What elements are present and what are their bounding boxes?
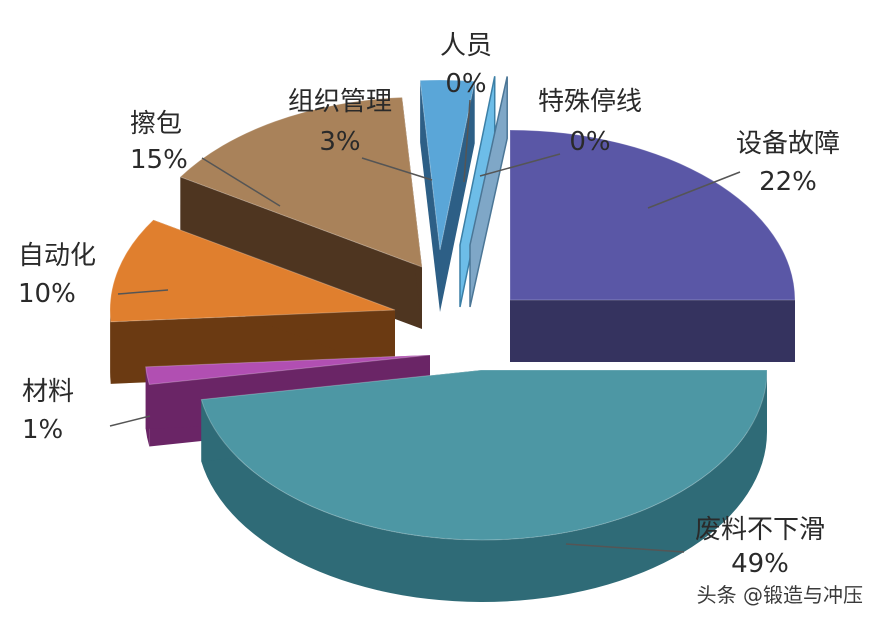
slice-5-percent-label: 15%	[130, 145, 188, 175]
slice-4-percent-label: 10%	[18, 279, 76, 309]
slice-6-leader-line	[361, 157, 433, 181]
slice-3-top	[145, 354, 431, 386]
slice-6-wall-2	[440, 81, 475, 312]
slice-2	[200, 369, 768, 603]
slice-2-percent-label: 49%	[731, 549, 789, 579]
slice-4-leader-line	[117, 289, 169, 295]
slice-8-percent-label: 0%	[569, 127, 610, 157]
slice-1-percent-label: 22%	[759, 167, 817, 197]
slice-5-wall-1	[180, 176, 422, 329]
slice-7-leader-line	[463, 99, 471, 183]
slice-1-wall-2	[510, 300, 795, 362]
slice-2-side	[201, 370, 768, 603]
slice-2-leader-line	[565, 543, 685, 553]
slice-3-name-label: 材料	[22, 377, 74, 407]
slice-1-top	[509, 129, 796, 301]
slice-4-top	[109, 219, 396, 323]
slice-3-percent-label: 1%	[22, 415, 63, 445]
slice-6-name-label: 组织管理	[288, 87, 392, 117]
slice-5-top	[179, 96, 423, 268]
slice-2-top	[200, 369, 768, 541]
slice-1-leader-line	[647, 171, 741, 209]
slice-1-name-label: 设备故障	[736, 129, 840, 159]
slice-5	[179, 96, 423, 329]
watermark-text: 头条 @锻造与冲压	[696, 583, 863, 607]
slice-6-top	[419, 79, 476, 251]
slice-7-name-label: 人员	[440, 31, 492, 61]
slice-7-percent-label: 0%	[445, 69, 486, 99]
slice-5-name-label: 擦包	[130, 109, 182, 139]
slice-6-percent-label: 3%	[319, 127, 360, 157]
slice-6-wall-1	[420, 80, 440, 312]
slice-8-name-label: 特殊停线	[538, 87, 642, 117]
slice-1	[509, 129, 796, 362]
slice-8-leader-line	[479, 153, 561, 177]
slice-2-name-label: 废料不下滑	[695, 515, 825, 545]
slice-3-leader-line	[109, 415, 151, 427]
slice-6	[419, 79, 476, 312]
slice-4-side	[110, 310, 111, 384]
slice-8-sliver	[469, 76, 508, 308]
slice-4-name-label: 自动化	[18, 241, 96, 271]
slice-8	[469, 76, 508, 308]
slice-5-leader-line	[201, 157, 281, 207]
